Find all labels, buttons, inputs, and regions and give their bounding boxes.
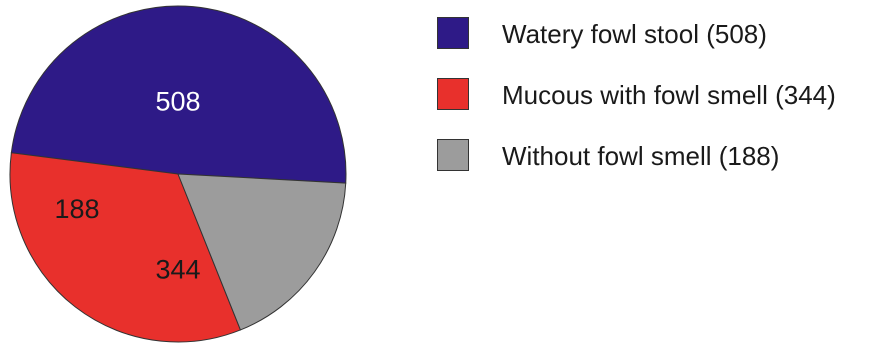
pie-slice-without-fowl-smell: [177, 173, 347, 331]
pie-slices: [9, 5, 347, 343]
slice-label-mucous-with-fowl-smell: 344: [155, 255, 200, 285]
legend-label-mucous-with-fowl-smell: Mucous with fowl smell (344): [502, 80, 836, 110]
legend-swatch-without-fowl-smell: [437, 139, 469, 171]
slice-label-without-fowl-smell: 188: [54, 194, 99, 224]
slice-label-watery-fowl-stool: 508: [155, 87, 200, 117]
pie-slice-labels: 508 344 188: [54, 87, 200, 285]
pie-slice-watery-fowl-stool: [10, 5, 347, 184]
pie-slice-mucous-with-fowl-smell: [9, 152, 242, 343]
legend-swatch-mucous-with-fowl-smell: [437, 78, 469, 110]
legend-swatch-watery-fowl-stool: [437, 17, 469, 49]
legend-label-without-fowl-smell: Without fowl smell (188): [502, 141, 780, 171]
legend-label-watery-fowl-stool: Watery fowl stool (508): [502, 19, 767, 49]
